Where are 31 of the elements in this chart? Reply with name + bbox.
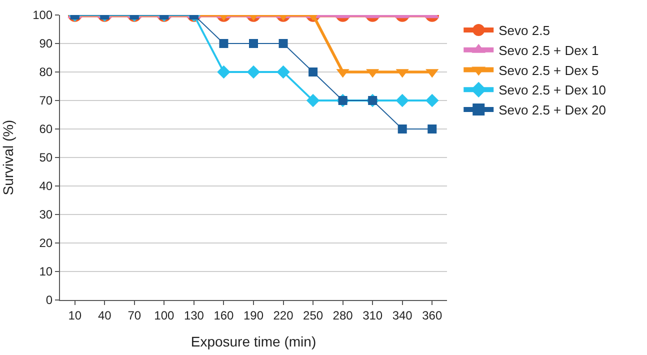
y-tick-label: 30 [39, 208, 53, 222]
y-tick-label: 10 [39, 264, 53, 279]
legend-label: Sevo 2.5 [498, 23, 550, 38]
legend-label: Sevo 2.5 + Dex 1 [498, 42, 599, 58]
x-tick-label: 310 [362, 308, 383, 322]
x-tick-label: 340 [392, 308, 413, 322]
y-tick-label: 40 [39, 179, 53, 194]
y-axis-title: Survival (%) [0, 120, 16, 196]
x-tick-label: 160 [214, 308, 234, 322]
y-tick-label: 60 [39, 122, 53, 136]
x-tick-label: 250 [303, 308, 324, 322]
y-tick-label: 50 [39, 150, 53, 165]
y-tick-label: 100 [32, 8, 53, 22]
x-tick-label: 220 [273, 308, 294, 322]
y-tick-label: 70 [39, 94, 53, 108]
x-tick-label: 40 [98, 308, 112, 322]
y-tick-label: 20 [39, 236, 53, 250]
x-tick-label: 130 [184, 308, 204, 322]
y-tick-label: 90 [39, 36, 53, 51]
x-tick-label: 280 [332, 308, 354, 322]
y-tick-label: 80 [39, 65, 53, 80]
legend-label: Sevo 2.5 + Dex 10 [498, 82, 606, 98]
x-axis-title: Exposure time (min) [190, 334, 316, 350]
x-tick-label: 360 [422, 308, 442, 322]
y-tick-label: 0 [46, 293, 53, 308]
x-tick-label: 100 [154, 308, 175, 322]
legend-label: Sevo 2.5 + Dex 20 [498, 102, 606, 118]
x-tick-label: 70 [128, 308, 142, 322]
x-tick-label: 190 [243, 308, 264, 322]
legend-label: Sevo 2.5 + Dex 5 [498, 62, 599, 78]
x-tick-label: 10 [68, 308, 82, 322]
